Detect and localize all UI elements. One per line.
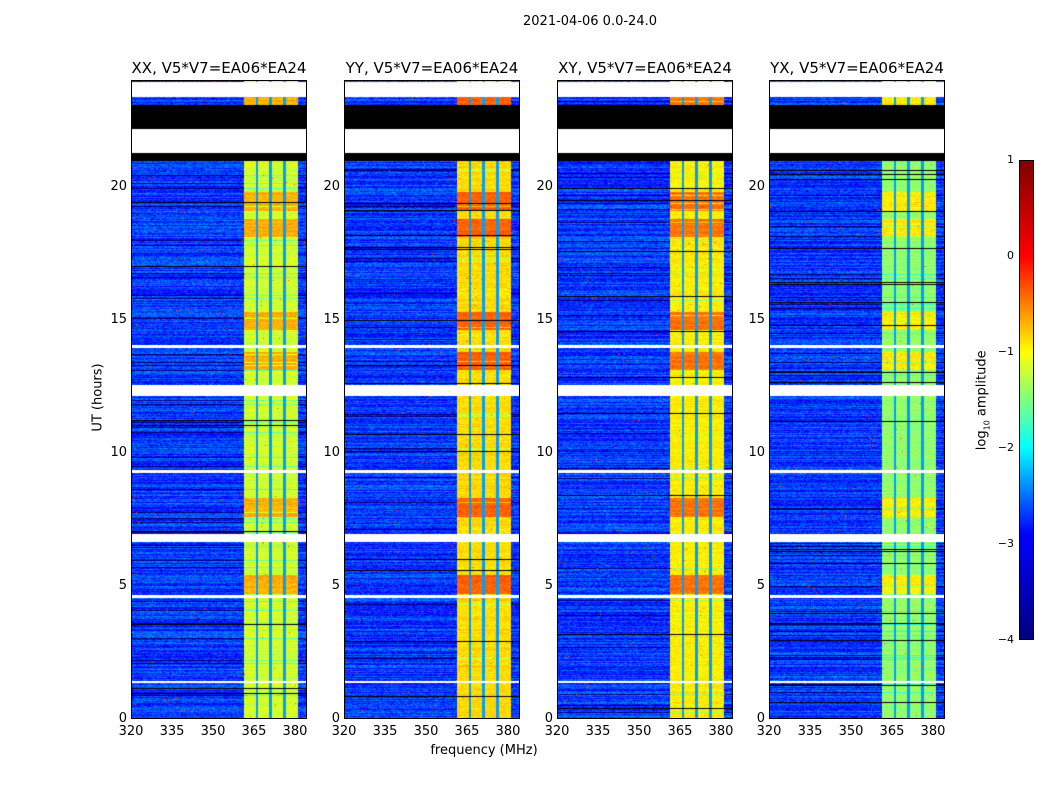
y-tick-label: 10 <box>323 444 340 460</box>
y-tick-label: 10 <box>536 444 553 460</box>
heatmap-cells <box>132 81 306 718</box>
x-tick-label: 335 <box>159 724 185 739</box>
panel-title: XX, V5*V7=EA06*EA24 <box>131 59 307 77</box>
y-tick-label: 20 <box>323 178 340 194</box>
x-tick-label: 365 <box>879 724 905 739</box>
y-axis-label: UT (hours) <box>90 363 106 432</box>
y-tick-label: 15 <box>323 311 340 327</box>
x-tick-label: 365 <box>454 724 480 739</box>
y-tick-label: 10 <box>748 444 765 460</box>
spectrogram-panel-1 <box>344 80 520 719</box>
colorbar-label-sub: 10 <box>982 420 992 431</box>
x-tick-label: 335 <box>372 724 398 739</box>
x-tick-label: 350 <box>626 724 652 739</box>
y-tick-label: 20 <box>536 178 553 194</box>
y-tick-label: 15 <box>748 311 765 327</box>
y-tick-label: 20 <box>110 178 127 194</box>
y-tick-label: 15 <box>536 311 553 327</box>
colorbar-tick-label: −3 <box>997 537 1014 550</box>
colorbar-tick-label: −2 <box>997 441 1014 454</box>
y-tick-label: 15 <box>110 311 127 327</box>
colorbar-tick-label: 1 <box>1007 153 1014 166</box>
colorbar <box>1019 160 1034 640</box>
x-axis-label: frequency (MHz) <box>430 743 538 758</box>
x-tick-label: 320 <box>756 724 782 739</box>
spectrogram-panel-2 <box>557 80 733 719</box>
y-tick-label: 0 <box>756 711 765 726</box>
colorbar-tick-label: −4 <box>997 633 1014 646</box>
x-tick-label: 350 <box>838 724 864 739</box>
x-tick-label: 320 <box>544 724 570 739</box>
panel-title: YY, V5*V7=EA06*EA24 <box>345 59 519 77</box>
x-tick-label: 350 <box>413 724 439 739</box>
y-tick-label: 0 <box>544 711 553 726</box>
x-tick-label: 365 <box>667 724 693 739</box>
panel-title: YX, V5*V7=EA06*EA24 <box>770 59 944 77</box>
colorbar-tick-label: −1 <box>997 345 1014 358</box>
y-tick-label: 10 <box>110 444 127 460</box>
x-tick-label: 380 <box>282 724 308 739</box>
colorbar-label-rest: amplitude <box>974 350 990 421</box>
heatmap-cells <box>558 81 732 718</box>
x-tick-label: 320 <box>118 724 144 739</box>
x-tick-label: 380 <box>920 724 946 739</box>
y-tick-label: 5 <box>544 577 553 593</box>
x-tick-label: 380 <box>495 724 521 739</box>
y-tick-label: 0 <box>331 711 340 726</box>
heatmap-cells <box>770 81 944 718</box>
spectrogram-panel-3 <box>769 80 945 719</box>
colorbar-tick-label: 0 <box>1007 249 1014 262</box>
y-tick-label: 0 <box>118 711 127 726</box>
x-tick-label: 365 <box>241 724 267 739</box>
colorbar-label: log10 amplitude <box>975 335 992 465</box>
x-tick-label: 380 <box>708 724 734 739</box>
colorbar-label-log: log <box>974 430 990 451</box>
y-tick-label: 5 <box>756 577 765 593</box>
x-tick-label: 320 <box>331 724 357 739</box>
panel-title: XY, V5*V7=EA06*EA24 <box>558 59 732 77</box>
x-tick-label: 335 <box>797 724 823 739</box>
x-tick-label: 335 <box>585 724 611 739</box>
figure-suptitle: 2021-04-06 0.0-24.0 <box>523 14 657 29</box>
y-tick-label: 20 <box>748 178 765 194</box>
y-tick-label: 5 <box>331 577 340 593</box>
spectrogram-panel-0 <box>131 80 307 719</box>
x-tick-label: 350 <box>200 724 226 739</box>
heatmap-cells <box>345 81 519 718</box>
y-tick-label: 5 <box>118 577 127 593</box>
